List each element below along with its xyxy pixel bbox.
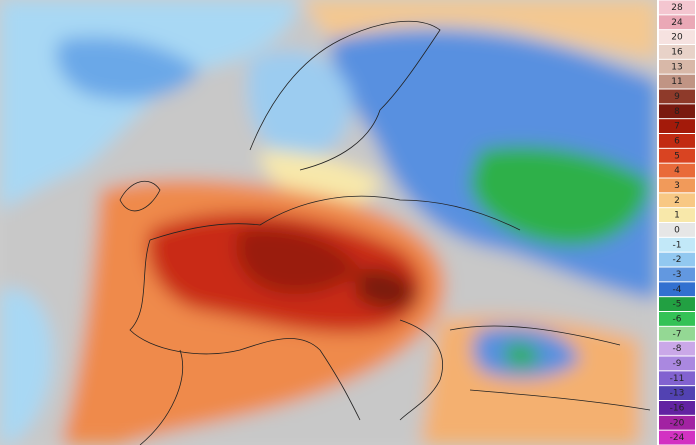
colorbar-cell <box>659 430 695 445</box>
colorbar-cell <box>659 148 695 163</box>
colorbar-label: -13 <box>670 389 685 399</box>
colorbar-label: 20 <box>671 33 683 43</box>
colorbar-cell <box>659 237 695 252</box>
colorbar-frame <box>657 0 696 445</box>
colorbar-cell <box>659 208 695 222</box>
colorbar-label: -2 <box>673 255 682 265</box>
colorbar-label: 1 <box>674 211 680 221</box>
colorbar-cell <box>659 15 695 30</box>
colorbar-label: -24 <box>670 433 685 443</box>
colorbar-cell <box>659 415 695 430</box>
colorbar-cell <box>659 30 695 44</box>
colorbar-label: 11 <box>671 77 682 87</box>
colorbar: 28 24 20 16 13 11 9 8 7 6 5 4 3 2 1 0 -1 -2 -3 -4 -5 -6 -7 -8 -9… <box>657 0 696 445</box>
colorbar-cell <box>659 104 695 119</box>
colorbar-cell <box>659 371 695 386</box>
colorbar-label: -9 <box>673 359 682 369</box>
colorbar-cell <box>659 0 695 15</box>
colorbar-label: 28 <box>671 3 683 13</box>
colorbar-label: 9 <box>674 92 680 102</box>
coastlines <box>119 20 651 445</box>
colorbar-label: 8 <box>674 107 680 117</box>
colorbar-cell <box>659 282 695 297</box>
colorbar-cell <box>659 341 695 356</box>
colorbar-cell <box>659 401 695 415</box>
colorbar-label: -16 <box>670 403 685 413</box>
colorbar-cell <box>659 74 695 89</box>
colorbar-label: 0 <box>674 225 680 235</box>
colorbar-cell <box>659 59 695 74</box>
colorbar-cell <box>659 356 695 371</box>
anomaly-field <box>0 0 657 445</box>
colorbar-label: 13 <box>671 62 682 72</box>
colorbar-label: -8 <box>673 344 682 354</box>
colorbar-cell <box>659 297 695 311</box>
colorbar-label: 2 <box>674 196 680 206</box>
colorbar-cell <box>659 163 695 178</box>
colorbar-cell <box>659 178 695 193</box>
colorbar-label: -11 <box>670 374 685 384</box>
colorbar-cell <box>659 134 695 148</box>
colorbar-label: 5 <box>674 151 680 161</box>
colorbar-cell <box>659 267 695 282</box>
colorbar-label: -4 <box>673 285 682 295</box>
colorbar-label: 6 <box>674 136 680 146</box>
colorbar-label: 24 <box>671 18 683 28</box>
colorbar-cell <box>659 119 695 133</box>
colorbar-label: -7 <box>673 329 682 339</box>
colorbar-cell <box>659 89 695 104</box>
colorbar-cell <box>659 312 695 326</box>
colorbar-label: 3 <box>674 181 680 191</box>
colorbar-label: 16 <box>671 47 683 57</box>
colorbar-cell <box>659 45 695 59</box>
colorbar-cell <box>659 223 695 237</box>
colorbar-cell <box>659 326 695 341</box>
colorbar-label: -20 <box>670 418 685 428</box>
colorbar-label: -3 <box>673 270 682 280</box>
colorbar-label: 4 <box>674 166 680 176</box>
colorbar-label: -6 <box>673 314 682 324</box>
colorbar-cell <box>659 252 695 267</box>
colorbar-label: -5 <box>673 300 682 310</box>
colorbar-label: 7 <box>674 122 680 132</box>
colorbar-label: -1 <box>673 240 682 250</box>
colorbar-cell <box>659 193 695 208</box>
colorbar-cell <box>659 386 695 400</box>
